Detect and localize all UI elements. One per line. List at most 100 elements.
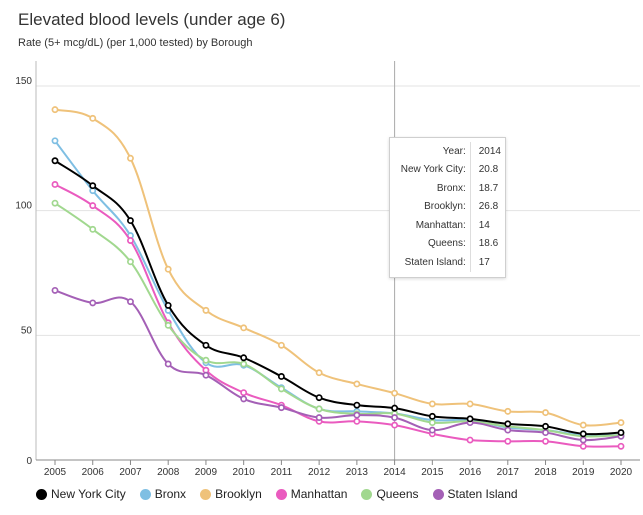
data-point-brooklyn xyxy=(127,154,134,162)
tooltip-key: Brooklyn: xyxy=(390,197,471,216)
data-point-brooklyn xyxy=(240,324,248,332)
data-point-staten-island xyxy=(127,298,134,306)
data-point-manhattan xyxy=(466,436,474,444)
data-point-queens xyxy=(89,225,97,233)
data-point-queens xyxy=(202,356,210,364)
legend-swatch xyxy=(36,488,47,500)
tooltip-row: Year: 2014 xyxy=(390,142,505,161)
y-tick-label: 150 xyxy=(15,76,32,87)
data-point-brooklyn xyxy=(466,400,474,408)
legend-item-manhattan[interactable]: Manhattan xyxy=(275,487,348,501)
x-tick-label: 2013 xyxy=(346,467,369,478)
data-point-new-york-city xyxy=(202,341,210,349)
data-point-new-york-city xyxy=(51,157,59,165)
legend: New York City Bronx Brooklyn Manhattan Queen… xyxy=(36,487,518,501)
data-point-brooklyn xyxy=(202,306,210,314)
tooltip-key: Bronx: xyxy=(390,179,471,198)
data-point-queens xyxy=(240,360,248,368)
data-point-brooklyn xyxy=(428,400,436,408)
data-point-staten-island xyxy=(240,395,248,403)
tooltip-row: Brooklyn: 26.8 xyxy=(390,197,505,216)
data-point-brooklyn xyxy=(89,114,97,122)
data-point-manhattan xyxy=(127,237,134,244)
tooltip-value: 20.8 xyxy=(478,164,499,176)
data-point-manhattan xyxy=(51,180,59,188)
data-point-manhattan xyxy=(391,421,399,429)
legend-item-bronx[interactable]: Bronx xyxy=(139,487,186,501)
data-point-manhattan xyxy=(579,442,587,450)
data-point-staten-island xyxy=(277,404,285,412)
data-point-staten-island xyxy=(579,436,587,444)
data-point-manhattan xyxy=(542,437,549,445)
tooltip-row: Bronx: 18.7 xyxy=(390,179,505,198)
line-chart: 0 50 100 150 2005 2006 2007 2008 2009 2010 2011 201… xyxy=(15,61,640,478)
data-point-brooklyn xyxy=(353,380,361,388)
tooltip-value: 18.6 xyxy=(478,238,499,250)
tooltip-row: Staten Island: 17 xyxy=(390,253,505,272)
data-point-brooklyn xyxy=(277,341,285,349)
x-tick-label: 2010 xyxy=(233,467,256,478)
series-manhattan xyxy=(51,180,625,450)
legend-label: Manhattan xyxy=(290,487,348,501)
tooltip-table: Year: 2014 New York City: 20.8 Bronx: 18.7 Bro… xyxy=(390,142,505,272)
x-tick-label: 2015 xyxy=(421,467,444,478)
series-brooklyn xyxy=(51,106,625,429)
tooltip-key: New York City: xyxy=(390,160,471,179)
chart-subtitle: Rate (5+ mcg/dL) (per 1,000 tested) by B… xyxy=(18,37,253,49)
series-new-york-city xyxy=(51,157,625,438)
data-point-new-york-city xyxy=(277,373,285,380)
data-point-staten-island xyxy=(391,414,399,422)
data-point-staten-island xyxy=(353,411,361,419)
legend-item-new-york-city[interactable]: New York City xyxy=(36,487,126,501)
tooltip-key: Year: xyxy=(390,142,471,161)
legend-swatch xyxy=(139,488,151,500)
data-point-new-york-city xyxy=(466,415,474,423)
y-tick-label: 0 xyxy=(26,456,32,467)
data-point-new-york-city xyxy=(504,420,512,428)
legend-swatch xyxy=(275,488,287,500)
data-point-new-york-city xyxy=(353,401,361,409)
tooltip-value: 26.8 xyxy=(478,201,499,213)
data-point-brooklyn xyxy=(51,106,59,114)
tooltip-value: 17 xyxy=(478,256,490,268)
series-bronx xyxy=(51,137,625,439)
grid-lines xyxy=(36,61,640,460)
data-point-queens xyxy=(277,385,285,393)
tooltip-value: 14 xyxy=(478,219,490,231)
series-line-new-york-city xyxy=(54,159,622,436)
data-point-staten-island xyxy=(315,414,323,422)
tooltip-key: Staten Island: xyxy=(390,253,471,272)
data-point-new-york-city xyxy=(391,404,399,412)
series-staten-island xyxy=(51,286,625,444)
data-point-queens xyxy=(428,419,436,427)
data-point-staten-island xyxy=(428,426,436,434)
series-line-brooklyn xyxy=(54,108,622,427)
legend-item-queens[interactable]: Queens xyxy=(361,487,419,501)
data-point-brooklyn xyxy=(579,421,587,429)
data-point-queens xyxy=(315,405,323,413)
tooltip-row: Queens: 18.6 xyxy=(390,234,505,253)
data-point-staten-island xyxy=(202,371,210,379)
x-tick-label: 2012 xyxy=(308,467,331,478)
x-tick-label: 2009 xyxy=(195,467,218,478)
tooltip-row: New York City: 20.8 xyxy=(390,160,505,179)
tick-labels: 0 50 100 150 2005 2006 2007 2008 2009 2010 2011 201… xyxy=(15,76,632,478)
x-tick-label: 2017 xyxy=(497,467,520,478)
legend-swatch xyxy=(361,488,373,500)
data-point-new-york-city xyxy=(315,394,323,402)
legend-label: Staten Island xyxy=(447,487,518,501)
x-tick-label: 2007 xyxy=(119,467,142,478)
x-tick-label: 2008 xyxy=(157,467,180,478)
data-point-manhattan xyxy=(617,442,625,450)
legend-item-brooklyn[interactable]: Brooklyn xyxy=(200,487,262,501)
legend-swatch xyxy=(432,488,444,500)
x-tick-label: 2005 xyxy=(44,467,67,478)
data-point-new-york-city xyxy=(240,354,248,362)
data-point-staten-island xyxy=(89,299,97,307)
series-lines xyxy=(51,106,625,450)
legend-item-staten-island[interactable]: Staten Island xyxy=(432,487,518,501)
data-point-new-york-city xyxy=(127,217,134,225)
data-point-brooklyn xyxy=(617,419,625,427)
legend-label: New York City xyxy=(51,487,126,501)
data-point-new-york-city xyxy=(579,430,587,438)
